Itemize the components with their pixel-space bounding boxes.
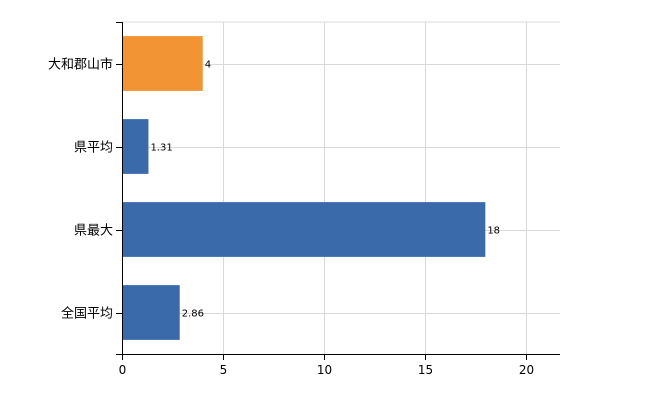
axes (116, 22, 560, 360)
x-tick-label: 0 (119, 363, 127, 377)
category-label: 県平均 (74, 141, 113, 156)
x-tick-label: 5 (220, 363, 228, 377)
bar (122, 36, 203, 91)
bar (122, 285, 180, 340)
category-label: 大和郡山市 (48, 57, 113, 73)
x-tick-label: 20 (519, 363, 534, 377)
bar (122, 119, 149, 174)
x-tick-label: 15 (418, 363, 433, 377)
bar (122, 202, 486, 257)
data-label: 1.31 (150, 143, 172, 154)
data-label: 4 (205, 60, 211, 71)
bars (122, 36, 486, 340)
category-label: 県最大 (74, 224, 113, 239)
data-label: 18 (487, 226, 500, 237)
data-label: 2.86 (182, 309, 204, 320)
category-label: 全国平均 (61, 306, 113, 322)
x-tick-label: 10 (317, 363, 332, 377)
